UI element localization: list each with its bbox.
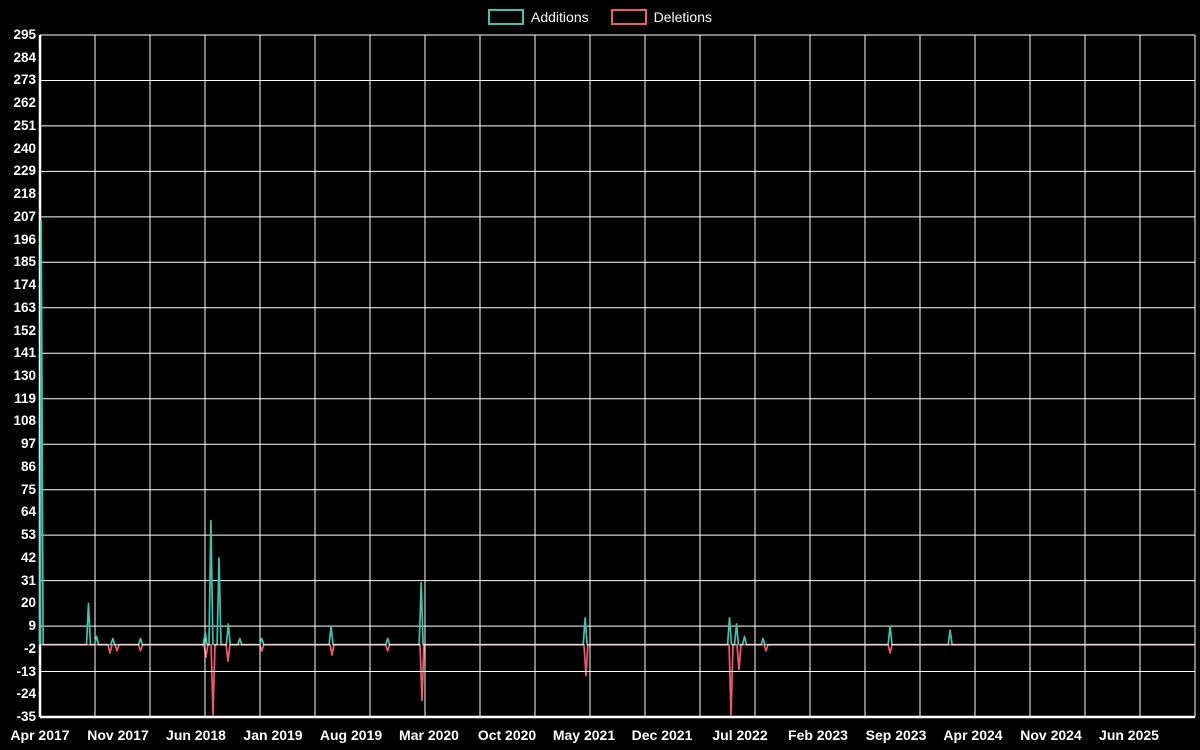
y-tick-label: 141 (13, 345, 36, 360)
y-tick-label: 130 (13, 368, 36, 383)
x-tick-label: Aug 2019 (319, 727, 383, 743)
y-tick-label: 152 (13, 323, 36, 338)
legend-item-deletions: Deletions (610, 9, 712, 25)
x-tick-label: Jun 2018 (166, 727, 226, 743)
y-tick-label: -35 (16, 709, 36, 724)
y-tick-label: 31 (20, 573, 36, 588)
y-tick-label: 185 (13, 254, 36, 269)
series-line-deletions (40, 643, 1195, 716)
y-tick-label: 240 (13, 141, 36, 156)
x-tick-label: Feb 2023 (788, 727, 848, 743)
x-tick-label: Dec 2021 (631, 727, 693, 743)
x-tick-label: Jul 2022 (712, 727, 768, 743)
y-tick-label: -2 (23, 641, 36, 656)
y-tick-label: 207 (13, 209, 36, 224)
legend-label-deletions: Deletions (653, 9, 712, 25)
x-tick-label: Mar 2020 (399, 727, 459, 743)
y-tick-label: 42 (20, 550, 36, 565)
y-tick-label: 53 (20, 527, 36, 542)
y-tick-label: 163 (13, 300, 36, 315)
x-tick-label: Nov 2017 (87, 727, 149, 743)
y-tick-label: 119 (14, 391, 36, 406)
y-tick-label: 97 (20, 436, 36, 451)
x-tick-label: Nov 2024 (1020, 727, 1082, 743)
y-tick-label: 75 (20, 482, 36, 497)
y-tick-label: 20 (20, 595, 36, 610)
x-tick-label: May 2021 (552, 727, 616, 743)
y-tick-label: 196 (13, 232, 36, 247)
y-tick-label: 295 (13, 27, 36, 42)
y-tick-label: 86 (20, 459, 36, 474)
chart-legend: Additions Deletions (0, 7, 1200, 27)
y-tick-label: -24 (16, 686, 36, 701)
y-tick-label: 174 (13, 277, 36, 292)
y-tick-label: 229 (13, 163, 36, 178)
legend-item-additions: Additions (488, 9, 589, 25)
legend-swatch-deletions (610, 9, 647, 25)
y-tick-label: -13 (16, 664, 36, 679)
y-tick-label: 218 (13, 186, 36, 201)
x-tick-label: Apr 2017 (10, 727, 70, 743)
y-tick-label: 64 (20, 504, 36, 519)
y-tick-label: 262 (13, 95, 36, 110)
series-line-additions (39, 220, 1195, 646)
y-tick-label: 284 (13, 50, 36, 65)
y-tick-label: 273 (13, 72, 36, 87)
x-tick-label: Apr 2024 (943, 727, 1003, 743)
y-tick-label: 108 (13, 413, 36, 428)
x-tick-label: Oct 2020 (477, 727, 537, 743)
legend-swatch-additions (488, 9, 525, 25)
x-tick-label: Jan 2019 (243, 727, 303, 743)
legend-label-additions: Additions (531, 9, 589, 25)
y-tick-label: 9 (28, 618, 36, 633)
x-tick-label: Sep 2023 (865, 727, 927, 743)
y-tick-label: 251 (13, 118, 36, 133)
x-tick-label: Jun 2025 (1099, 727, 1159, 743)
